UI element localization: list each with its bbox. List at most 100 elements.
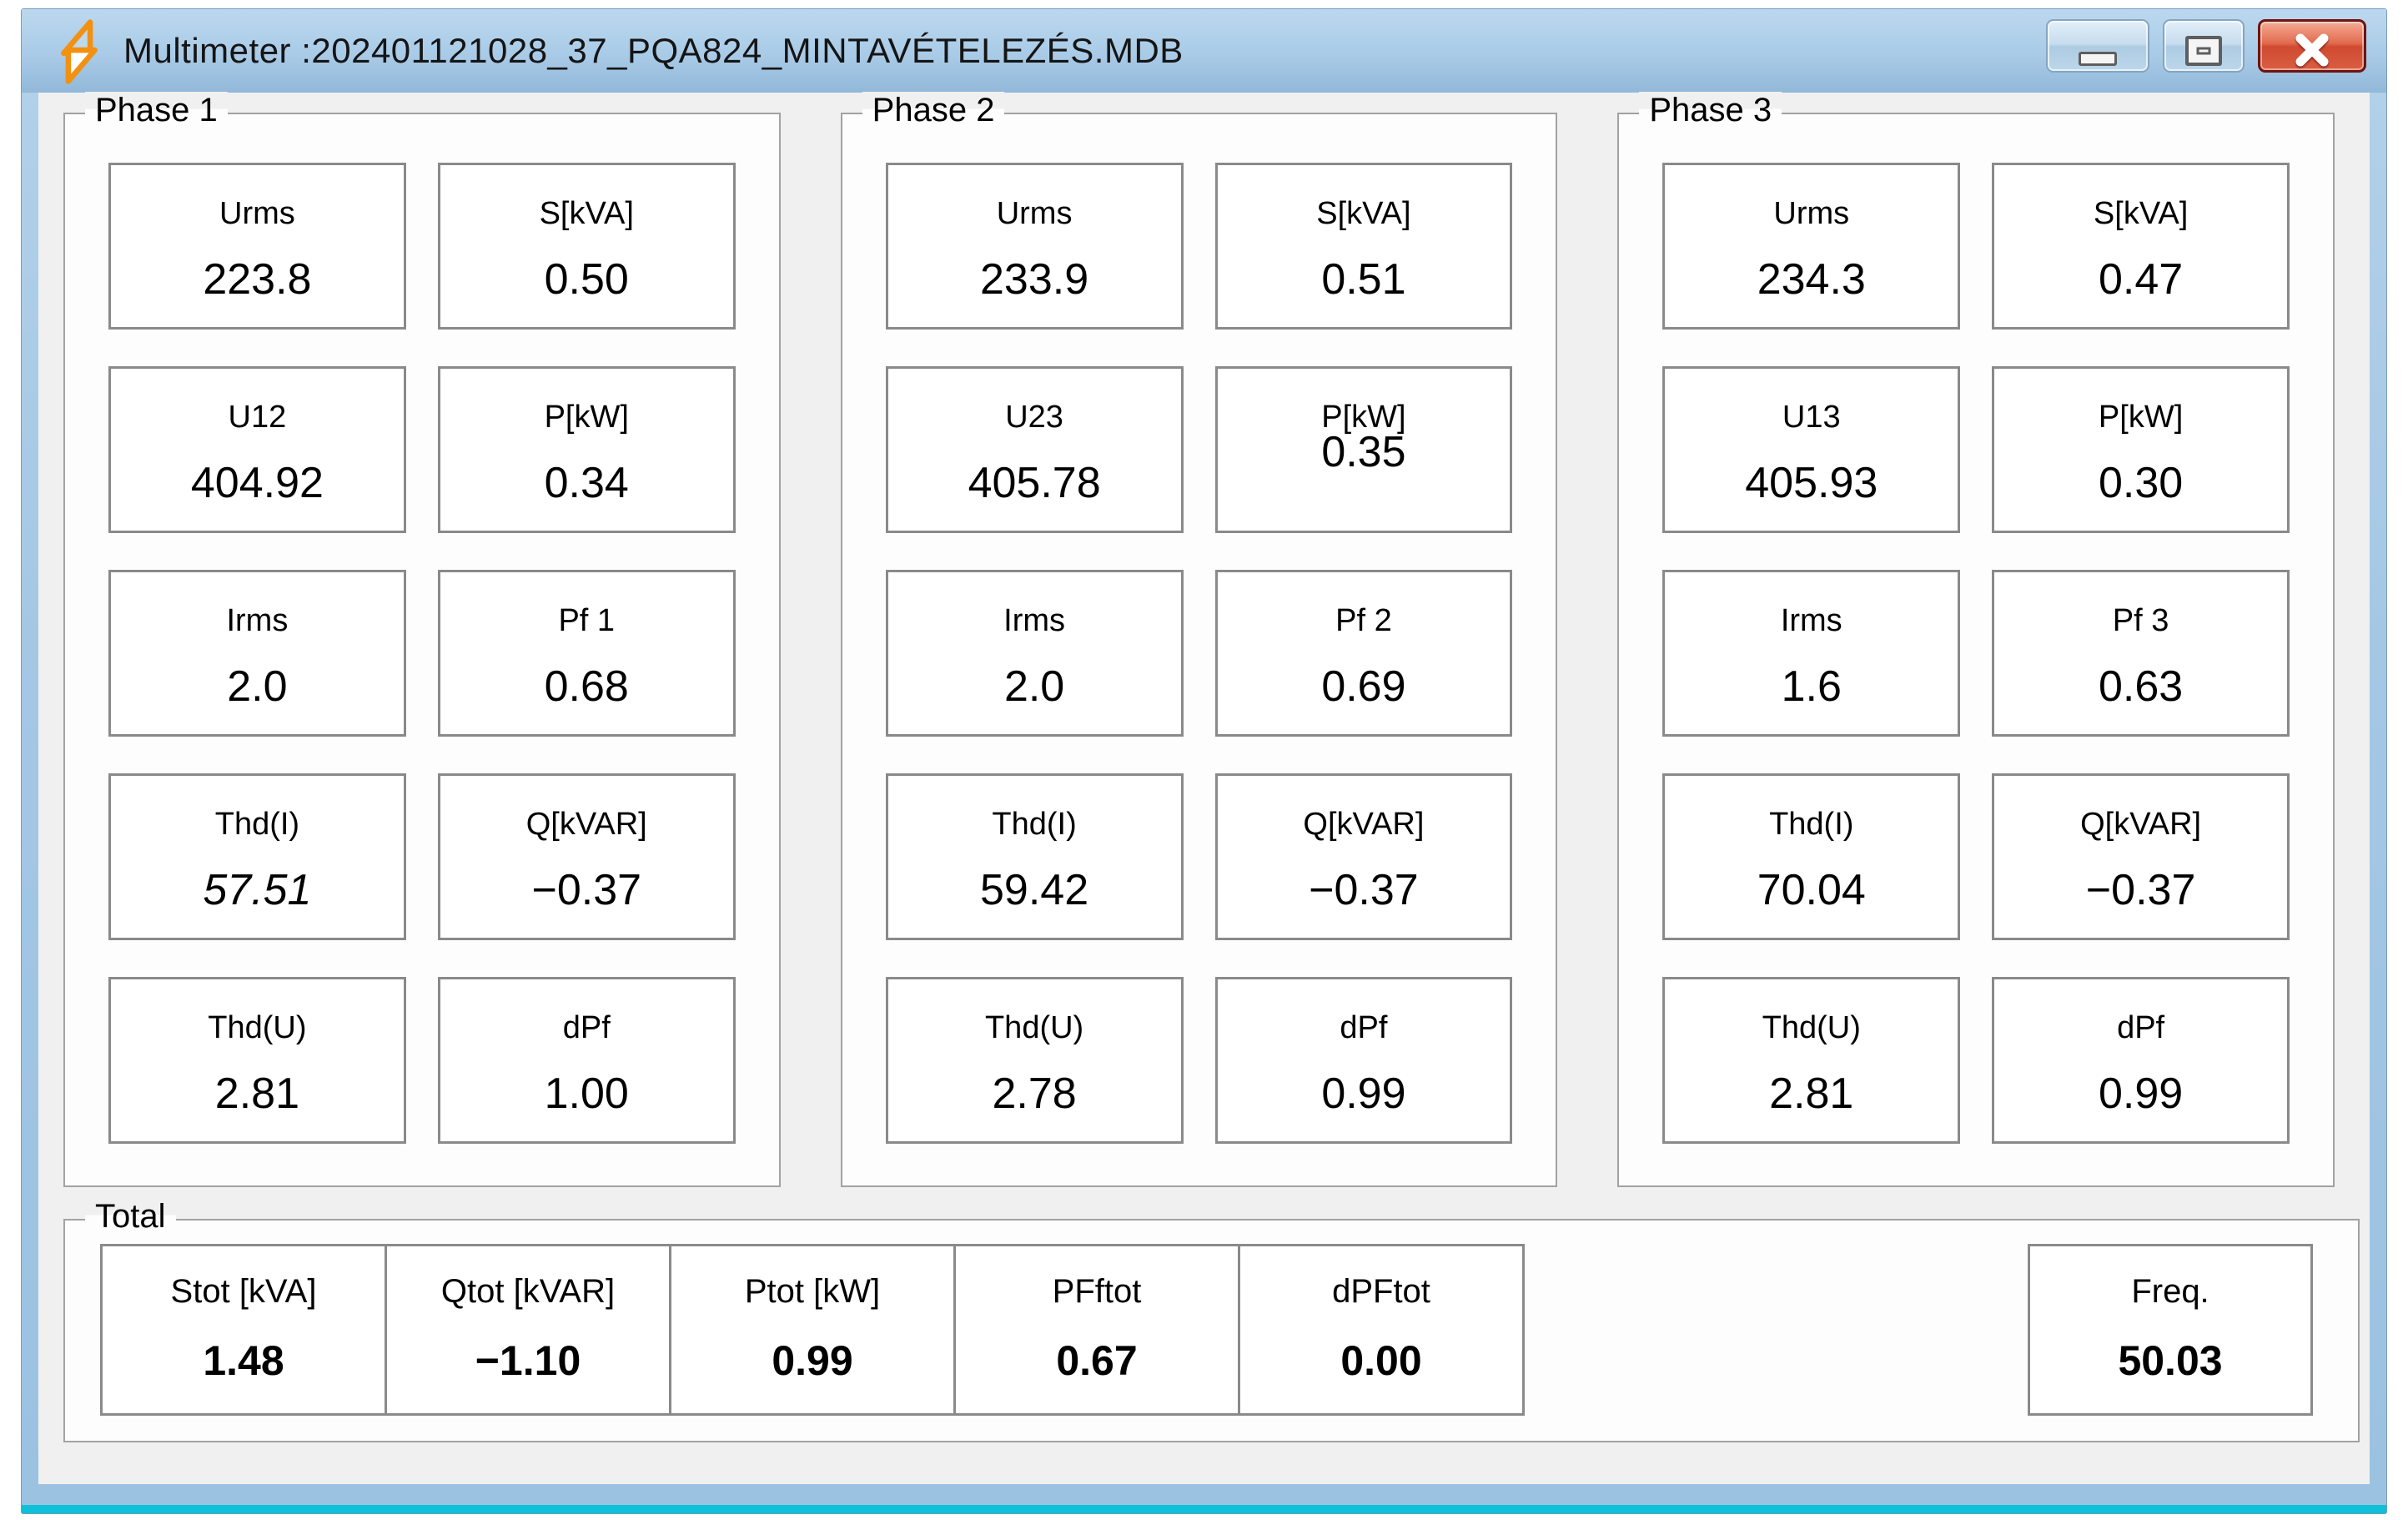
metric-label: Thd(I) bbox=[992, 806, 1077, 842]
metric-value: 0.47 bbox=[2098, 254, 2184, 304]
metric-label: PFftot bbox=[1052, 1273, 1142, 1310]
metric-value: 0.51 bbox=[1321, 254, 1406, 304]
total-panel: Total Stot [kVA] 1.48 Qtot [kVAR] −1.10 … bbox=[63, 1198, 2360, 1442]
metric-cell-thdi: Thd(I) 59.42 bbox=[885, 773, 1184, 940]
window-bottom-edge bbox=[22, 1505, 2386, 1513]
metric-label: Thd(U) bbox=[984, 1009, 1084, 1045]
metric-label: U12 bbox=[228, 399, 287, 435]
metric-value: 1.00 bbox=[544, 1069, 629, 1118]
metric-label: Thd(I) bbox=[1769, 806, 1854, 842]
minimize-icon bbox=[2079, 52, 2117, 66]
phase-3-panel: Phase 3 Urms 234.3 S[kVA] 0.47 U13 405.9 bbox=[1617, 92, 2335, 1187]
metric-label: Urms bbox=[219, 195, 295, 231]
metric-value: 59.42 bbox=[980, 865, 1089, 914]
metric-cell-p: P[kW] 0.30 bbox=[1992, 366, 2290, 533]
metric-value: 70.04 bbox=[1757, 865, 1866, 914]
total-label: Total bbox=[85, 1198, 176, 1236]
metric-cell-q: Q[kVAR] −0.37 bbox=[1992, 773, 2290, 940]
metric-cell-thdu: Thd(U) 2.78 bbox=[885, 977, 1184, 1144]
metric-label: Urms bbox=[996, 195, 1073, 231]
metric-value: 57.51 bbox=[203, 865, 312, 914]
metric-cell-s: S[kVA] 0.47 bbox=[1992, 163, 2290, 330]
minimize-button[interactable] bbox=[2046, 19, 2149, 73]
total-row: Stot [kVA] 1.48 Qtot [kVAR] −1.10 Ptot [… bbox=[100, 1244, 1525, 1416]
metric-cell-s: S[kVA] 0.50 bbox=[437, 163, 736, 330]
phase-1-grid: Urms 223.8 S[kVA] 0.50 U12 404.92 P[kW bbox=[65, 114, 779, 1192]
restore-button[interactable] bbox=[2163, 19, 2245, 73]
metric-label: Qtot [kVAR] bbox=[440, 1273, 616, 1310]
metric-cell-s: S[kVA] 0.51 bbox=[1214, 163, 1513, 330]
metric-cell-u23: U23 405.78 bbox=[885, 366, 1184, 533]
metric-value: 0.99 bbox=[1321, 1069, 1406, 1118]
metric-value: 0.34 bbox=[544, 458, 629, 507]
metric-label: Q[kVAR] bbox=[525, 806, 647, 842]
metric-cell-dpf: dPf 1.00 bbox=[437, 977, 736, 1144]
metric-value: −0.37 bbox=[1309, 865, 1419, 914]
metric-value: −0.37 bbox=[2085, 865, 2196, 914]
phase-1-label: Phase 1 bbox=[85, 92, 228, 129]
metric-label: dPf bbox=[1340, 1009, 1388, 1045]
metric-value: 2.78 bbox=[992, 1069, 1077, 1118]
metric-label: Pf 1 bbox=[558, 602, 616, 638]
metric-value: 50.03 bbox=[2118, 1337, 2223, 1384]
metric-value: 1.6 bbox=[1781, 662, 1842, 711]
metric-label: Pf 2 bbox=[1335, 602, 1392, 638]
metric-value: 0.00 bbox=[1340, 1337, 1422, 1384]
metric-label: U13 bbox=[1782, 399, 1841, 435]
metric-value: 0.99 bbox=[2098, 1069, 2184, 1118]
metric-label: S[kVA] bbox=[1316, 195, 1411, 231]
freq-cell: Freq. 50.03 bbox=[2028, 1244, 2313, 1416]
metric-label: Freq. bbox=[2131, 1273, 2209, 1310]
metric-value: 2.81 bbox=[1769, 1069, 1854, 1118]
metric-value: 0.50 bbox=[544, 254, 629, 304]
metric-value: 0.63 bbox=[2098, 662, 2184, 711]
metric-cell-irms: Irms 1.6 bbox=[1662, 570, 1961, 737]
metric-value: 2.0 bbox=[227, 662, 288, 711]
metric-value: −1.10 bbox=[475, 1337, 581, 1384]
metric-value: 2.0 bbox=[1003, 662, 1065, 711]
metric-cell-p: P[kW] 0.35 bbox=[1214, 366, 1513, 533]
app-icon bbox=[55, 16, 103, 86]
metric-label: Thd(U) bbox=[1762, 1009, 1861, 1045]
metric-cell-thdu: Thd(U) 2.81 bbox=[108, 977, 406, 1144]
metric-label: Q[kVAR] bbox=[2080, 806, 2202, 842]
metric-label: dPFtot bbox=[1332, 1273, 1430, 1310]
metric-label: Ptot [kW] bbox=[744, 1273, 881, 1310]
metric-cell-urms: Urms 233.9 bbox=[885, 163, 1184, 330]
phase-2-label: Phase 2 bbox=[862, 92, 1005, 129]
total-cell-ptot: Ptot [kW] 0.99 bbox=[669, 1244, 956, 1416]
metric-cell-thdu: Thd(U) 2.81 bbox=[1662, 977, 1961, 1144]
metric-value: 0.30 bbox=[2098, 458, 2184, 507]
phase-2-grid: Urms 233.9 S[kVA] 0.51 U23 405.78 P[kW bbox=[842, 114, 1556, 1192]
close-icon bbox=[2295, 33, 2329, 66]
metric-cell-pf: Pf 3 0.63 bbox=[1992, 570, 2290, 737]
metric-value: 2.81 bbox=[214, 1069, 300, 1118]
metric-cell-q: Q[kVAR] −0.37 bbox=[1214, 773, 1513, 940]
phase-1-panel: Phase 1 Urms 223.8 S[kVA] 0.50 U12 404.9 bbox=[63, 92, 781, 1187]
metric-value: 233.9 bbox=[980, 254, 1089, 304]
metric-value: 0.99 bbox=[772, 1337, 853, 1384]
titlebar[interactable]: Multimeter :202401121028_37_PQA824_MINTA… bbox=[22, 9, 2386, 93]
metric-value: 0.69 bbox=[1321, 662, 1406, 711]
metric-cell-pf: Pf 1 0.68 bbox=[437, 570, 736, 737]
metric-cell-thdi: Thd(I) 70.04 bbox=[1662, 773, 1961, 940]
metric-label: Irms bbox=[226, 602, 289, 638]
metric-label: dPf bbox=[562, 1009, 611, 1045]
metric-cell-pf: Pf 2 0.69 bbox=[1214, 570, 1513, 737]
metric-value: 0.67 bbox=[1056, 1337, 1138, 1384]
metric-cell-u12: U12 404.92 bbox=[108, 366, 406, 533]
metric-label: Urms bbox=[1773, 195, 1850, 231]
metric-value: 0.35 bbox=[1321, 427, 1406, 476]
metric-cell-thdi: Thd(I) 57.51 bbox=[108, 773, 406, 940]
window-title: Multimeter :202401121028_37_PQA824_MINTA… bbox=[123, 31, 1184, 70]
metric-value: 234.3 bbox=[1757, 254, 1866, 304]
close-button[interactable] bbox=[2258, 19, 2366, 73]
phase-panels: Phase 1 Urms 223.8 S[kVA] 0.50 U12 404.9 bbox=[38, 92, 2370, 1187]
metric-label: S[kVA] bbox=[2093, 195, 2189, 231]
metric-cell-p: P[kW] 0.34 bbox=[437, 366, 736, 533]
phase-3-grid: Urms 234.3 S[kVA] 0.47 U13 405.93 P[kW bbox=[1619, 114, 2333, 1192]
metric-label: U23 bbox=[1005, 399, 1063, 435]
metric-label: P[kW] bbox=[2098, 399, 2184, 435]
phase-3-label: Phase 3 bbox=[1639, 92, 1782, 129]
